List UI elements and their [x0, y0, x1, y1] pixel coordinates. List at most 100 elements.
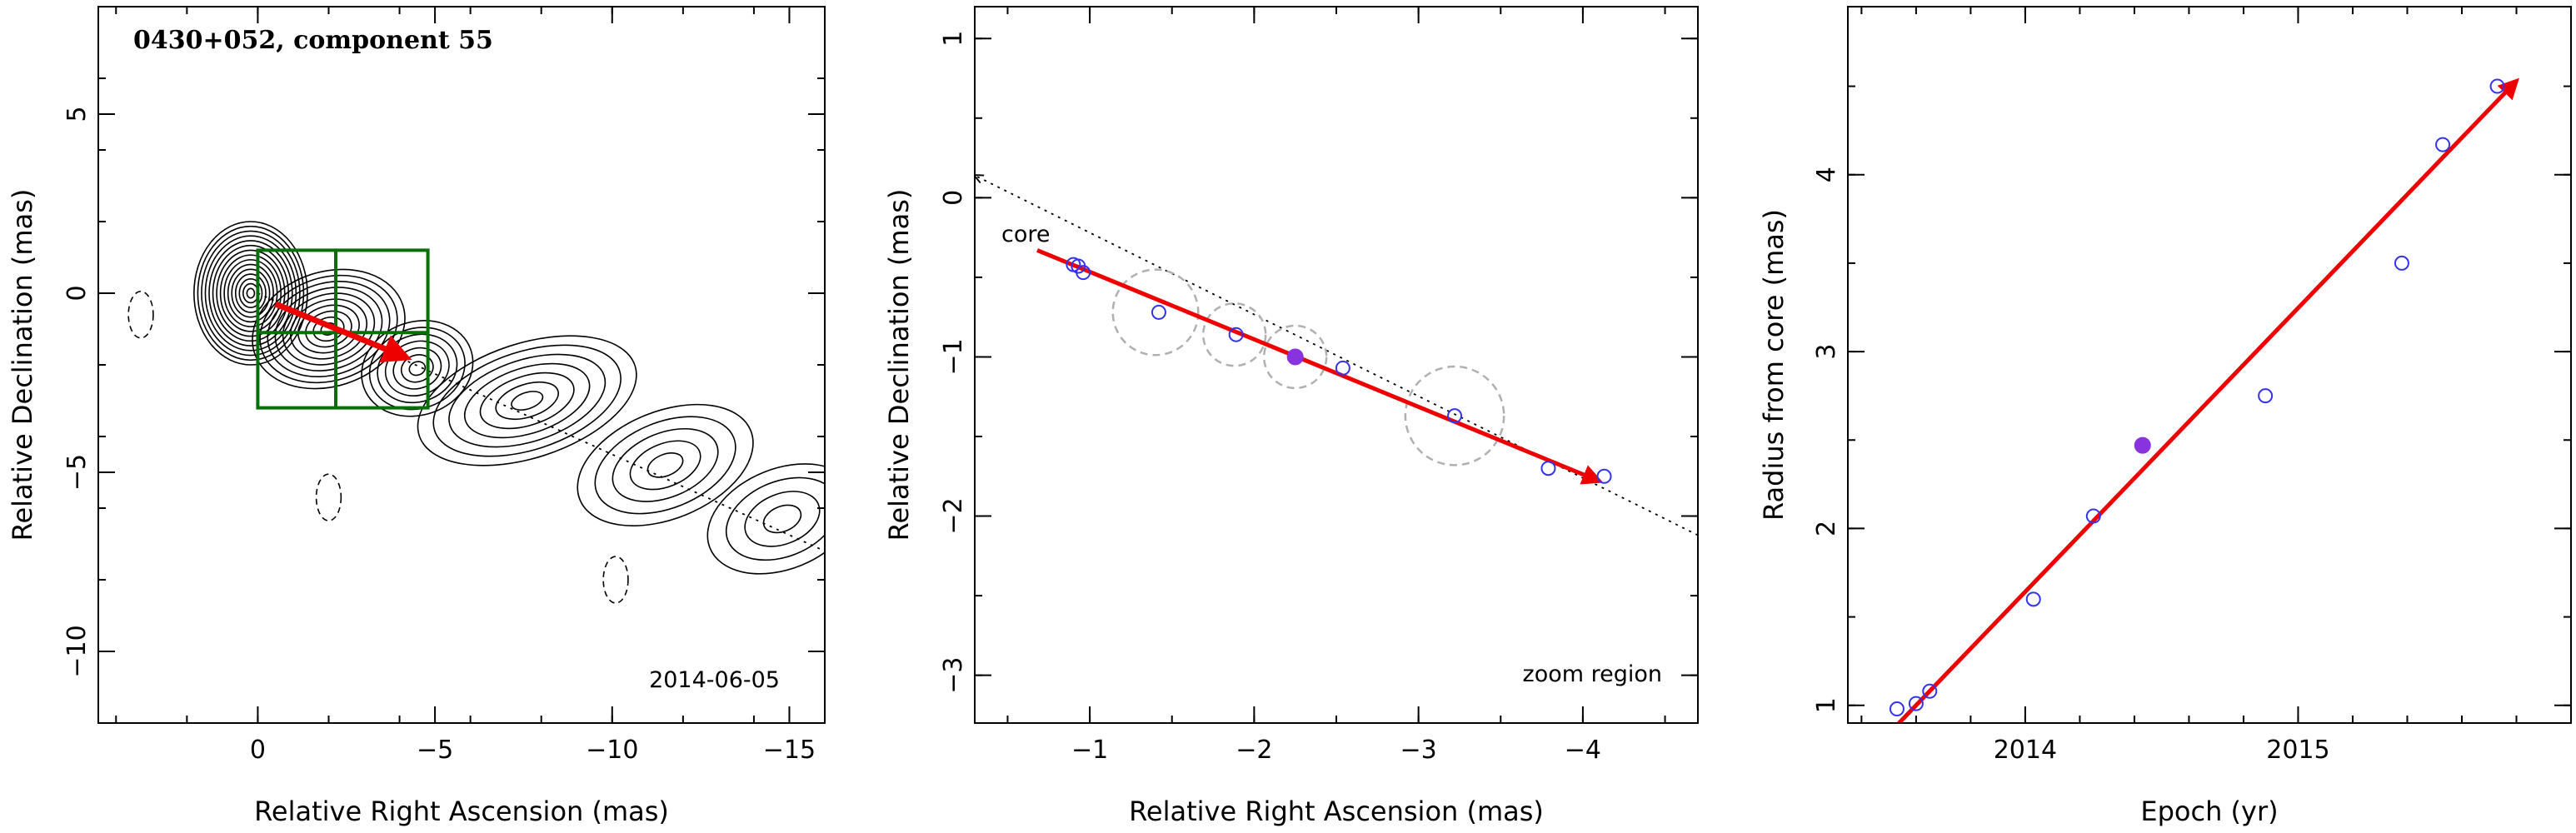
component-motion-vector	[274, 301, 412, 362]
p3-y-axis-label: Radius from core (mas)	[1758, 209, 1790, 521]
x-tick-label: −10	[586, 736, 638, 765]
p1-x-axis-label: Relative Right Ascension (mas)	[254, 796, 669, 827]
y-tick-label: −3	[939, 657, 968, 694]
radius-points	[1889, 78, 2505, 717]
contour-line	[384, 340, 450, 397]
x-tick-label: −3	[1400, 736, 1437, 765]
contour-line	[646, 452, 684, 478]
x-tick-label: −1	[1071, 736, 1108, 765]
zoom-box-outline	[256, 248, 430, 410]
contour-line	[432, 344, 622, 457]
contour-line	[212, 244, 290, 342]
contour-line	[368, 327, 466, 411]
contour-line	[417, 335, 637, 466]
y-tick-label: −10	[62, 625, 92, 677]
negative-contour	[602, 556, 629, 604]
highlight-point	[1286, 348, 1304, 366]
data-point	[2435, 137, 2451, 152]
contour-line	[361, 320, 474, 417]
contour-line	[408, 361, 427, 377]
p3-y-ticks: 1 2 3 4	[1812, 85, 2571, 713]
x-tick-label: −5	[417, 736, 453, 765]
contour-line	[216, 249, 286, 337]
contour-line	[289, 298, 368, 360]
x-tick-label: 2015	[2266, 736, 2329, 765]
data-point	[1596, 468, 1612, 484]
contour-line	[252, 268, 406, 390]
data-point	[2025, 591, 2041, 607]
contour-line	[231, 268, 271, 318]
data-point	[1228, 327, 1244, 342]
x-tick-label: −4	[1565, 736, 1601, 765]
y-tick-label: 1	[939, 31, 968, 47]
y-tick-label: 3	[1812, 344, 1841, 360]
x-tick-label: −15	[763, 736, 816, 765]
motion-vector	[1036, 248, 1604, 485]
negative-contour	[127, 291, 154, 339]
contour-line	[246, 287, 256, 299]
gaussian-size-circles	[1111, 268, 1505, 466]
p1-frame	[97, 6, 826, 724]
contour-line	[227, 263, 274, 323]
contour-line	[238, 277, 263, 308]
y-tick-label: −2	[939, 497, 968, 534]
contour-line	[762, 504, 802, 534]
negative-contours	[127, 291, 629, 604]
core-direction-line	[975, 176, 1698, 536]
data-point	[2258, 388, 2274, 404]
contour-line	[577, 403, 754, 526]
y-tick-label: −1	[939, 338, 968, 375]
contour-line	[274, 287, 383, 372]
p3-x-axis-label: Epoch (yr)	[2140, 796, 2278, 827]
position-points	[1066, 257, 1612, 484]
data-point	[1447, 408, 1463, 424]
p1-y-axis-label: Relative Declination (mas)	[7, 189, 38, 541]
panel-zoom-positions: −1 −2 −3 −4 1 0 −1 −2 −3 core zoom region Relat…	[883, 6, 1699, 827]
gaussian-circle	[1262, 324, 1328, 390]
y-tick-label: −5	[62, 454, 92, 491]
contour-line	[725, 476, 825, 561]
data-point	[1889, 701, 1905, 717]
contour-lines	[193, 221, 825, 575]
contour-line	[706, 463, 825, 575]
p3-x-ticks: 2014 2015	[1860, 7, 2572, 765]
y-tick-label: 0	[62, 285, 92, 301]
contour-line	[479, 372, 575, 430]
data-point	[1908, 696, 1924, 711]
data-point	[1335, 360, 1350, 376]
contour-line	[511, 391, 544, 411]
contour-line	[201, 230, 301, 357]
p3-frame	[1847, 6, 2572, 724]
data-point	[1540, 461, 1556, 476]
contour-line	[234, 273, 267, 313]
p1-title: 0430+052, component 55	[133, 26, 493, 55]
contour-line	[282, 292, 376, 366]
data-point	[1076, 265, 1091, 281]
gaussian-circle	[1111, 268, 1200, 357]
contour-line	[259, 274, 398, 384]
x-tick-label: 0	[250, 736, 266, 765]
y-tick-label: 2	[1812, 521, 1841, 536]
contour-line	[495, 381, 559, 421]
panel-contour-map: 0 −5 −10 −15 5 0 −5 −10 0430+052, component 55…	[7, 6, 826, 827]
contour-line	[612, 427, 719, 502]
gaussian-circle	[1201, 302, 1267, 367]
p2-plot-content	[975, 176, 1698, 536]
data-point	[2394, 255, 2409, 271]
data-point	[2489, 78, 2505, 94]
p1-y-ticks: 5 0 −5 −10	[62, 6, 825, 724]
contour-line	[197, 225, 305, 362]
data-point	[1151, 304, 1166, 320]
x-tick-label: −2	[1236, 736, 1272, 765]
contour-line	[242, 282, 259, 304]
data-point	[1922, 683, 1938, 699]
contour-line	[208, 240, 293, 347]
p1-date-label: 2014-06-05	[649, 667, 780, 693]
contour-line	[305, 310, 352, 348]
jet-axis-line	[257, 292, 825, 552]
p2-x-axis-label: Relative Right Ascension (mas)	[1129, 796, 1544, 827]
contour-line	[400, 354, 434, 383]
p2-x-ticks: −1 −2 −3 −4	[1006, 7, 1666, 765]
gaussian-circle	[1404, 365, 1505, 466]
